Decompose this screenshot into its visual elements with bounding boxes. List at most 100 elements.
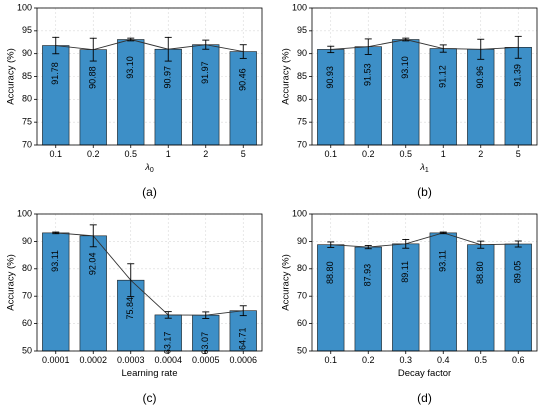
y-tick-label: 80	[22, 94, 32, 104]
data-label: 93.10	[400, 56, 410, 79]
x-tick-label: 0.2	[362, 355, 375, 365]
y-tick-label: 75	[22, 117, 32, 127]
chart-panel-b: 90.93 91.53 93.10 91.12 90.96 91.39 70 75 80 85 90…	[281, 2, 538, 199]
bar	[429, 232, 457, 352]
data-label: 91.12	[438, 65, 448, 88]
data-label: 89.11	[400, 261, 410, 283]
data-label: 75.84	[125, 297, 135, 320]
data-label: 88.80	[325, 261, 335, 284]
x-axis-label-subscript: 1	[425, 167, 429, 174]
bar	[317, 49, 345, 146]
y-tick-label: 100	[17, 2, 32, 12]
bar	[392, 39, 420, 146]
data-label: 91.78	[50, 62, 60, 85]
y-axis-label: Accuracy (%)	[6, 254, 17, 310]
x-tick-label: 0.6	[512, 355, 525, 365]
x-axis-label-symbol: λ	[144, 162, 150, 173]
data-label: 93.11	[50, 250, 60, 272]
y-tick-label: 80	[297, 94, 307, 104]
y-tick-label: 80	[22, 263, 32, 273]
x-tick-label: 1	[441, 149, 446, 159]
x-axis-label-symbol: λ	[419, 162, 425, 173]
x-tick-label: 5	[241, 149, 246, 159]
bar	[429, 48, 457, 146]
y-axis-label: Accuracy (%)	[281, 48, 292, 104]
panel-label: (a)	[142, 185, 157, 199]
bar	[467, 48, 495, 146]
trend-line	[330, 39, 519, 50]
y-tick-label: 100	[292, 208, 307, 218]
y-tick-label: 70	[22, 291, 32, 301]
x-axis-label: λ0	[144, 162, 154, 174]
data-label: 89.05	[513, 261, 523, 284]
y-tick-label: 60	[297, 318, 307, 328]
data-label: 87.93	[363, 264, 373, 287]
x-tick-label: 0.1	[49, 149, 62, 159]
plot-frame	[36, 213, 263, 352]
bar	[354, 46, 382, 146]
data-label: 90.96	[475, 66, 485, 89]
bar	[42, 232, 70, 352]
x-tick-label: 0.1	[324, 355, 337, 365]
bar	[154, 314, 182, 352]
y-tick-label: 90	[22, 236, 32, 246]
y-tick-label: 95	[297, 25, 307, 35]
bar	[504, 47, 532, 146]
trend-line	[55, 232, 244, 316]
panel-label: (b)	[417, 185, 432, 199]
data-label: 93.11	[438, 250, 448, 272]
x-tick-label: 0.0004	[154, 355, 182, 365]
y-tick-label: 85	[22, 71, 32, 81]
bar	[192, 44, 220, 146]
y-tick-label: 85	[297, 71, 307, 81]
bar	[392, 243, 420, 352]
bar	[229, 310, 257, 352]
panel-label: (d)	[417, 391, 432, 405]
bar	[117, 39, 145, 146]
y-tick-label: 95	[22, 25, 32, 35]
data-label: 88.80	[475, 261, 485, 284]
bar	[79, 49, 107, 146]
y-axis-label: Accuracy (%)	[281, 254, 292, 310]
x-tick-label: 2	[203, 149, 208, 159]
y-tick-label: 50	[297, 345, 307, 355]
x-tick-label: 0.2	[362, 149, 375, 159]
x-tick-label: 0.3	[399, 355, 412, 365]
bar	[154, 48, 182, 146]
x-tick-label: 0.5	[399, 149, 412, 159]
x-tick-label: 0.1	[324, 149, 337, 159]
bar	[42, 45, 70, 146]
x-tick-label: 0.0005	[192, 355, 220, 365]
x-axis-label: Decay factor	[398, 368, 451, 379]
y-tick-label: 60	[22, 318, 32, 328]
y-tick-label: 75	[297, 117, 307, 127]
data-label: 64.71	[238, 327, 248, 350]
data-label: 63.07	[200, 332, 210, 355]
y-tick-label: 100	[292, 2, 307, 12]
data-label: 90.97	[163, 66, 173, 89]
x-tick-label: 5	[516, 149, 521, 159]
y-tick-label: 70	[297, 139, 307, 149]
trend-line	[330, 232, 519, 248]
bar	[229, 51, 257, 146]
y-tick-label: 90	[297, 48, 307, 58]
data-label: 91.97	[200, 61, 210, 84]
data-label: 90.88	[88, 66, 98, 89]
x-tick-label: 0.5	[124, 149, 137, 159]
plot-frame	[311, 213, 538, 352]
y-tick-label: 70	[297, 291, 307, 301]
data-label: 90.93	[325, 66, 335, 89]
x-axis-label: Learning rate	[122, 368, 178, 379]
bar	[504, 243, 532, 352]
chart-panel-a: 91.78 90.88 93.10 90.97 91.97 90.46 70 75 80 85 90…	[6, 2, 263, 199]
bar	[467, 244, 495, 352]
y-tick-label: 70	[22, 139, 32, 149]
x-axis-label: λ1	[419, 162, 429, 174]
x-tick-label: 0.5	[474, 355, 487, 365]
x-tick-label: 0.4	[437, 355, 450, 365]
data-label: 93.10	[125, 56, 135, 79]
chart-panel-c: 93.11 92.04 75.84 63.17 63.07 64.71 50 60 70 80 90…	[6, 208, 263, 405]
y-tick-label: 80	[297, 263, 307, 273]
y-tick-label: 90	[22, 48, 32, 58]
